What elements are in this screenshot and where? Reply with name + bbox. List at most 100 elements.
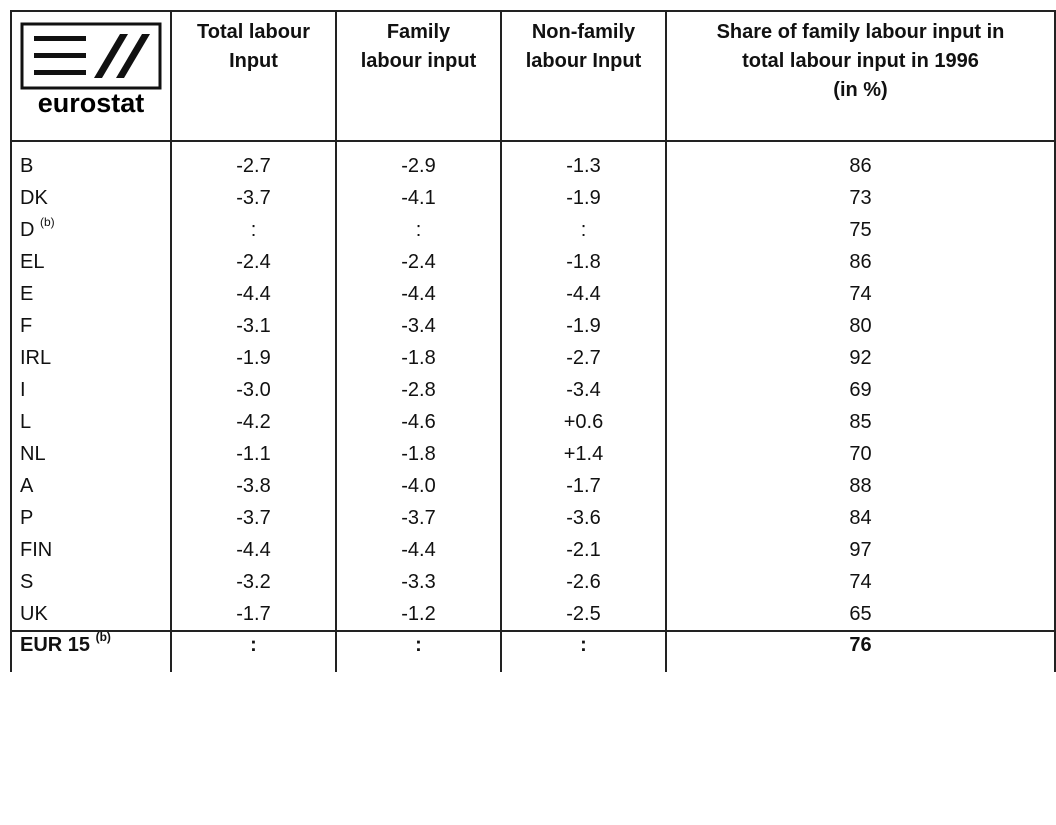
value-cell: -3.2 — [170, 566, 337, 598]
value-cell: -1.3 — [500, 141, 667, 182]
logo-bar — [34, 35, 86, 41]
value-cell: -4.4 — [170, 534, 337, 566]
value-cell: -1.8 — [335, 342, 502, 374]
value-cell: -3.8 — [170, 470, 337, 502]
table-row: L -4.2 -4.6 +0.6 85 — [10, 406, 1056, 438]
table-row: B -2.7 -2.9 -1.3 86 — [10, 141, 1056, 182]
value-cell: 92 — [665, 342, 1056, 374]
value-cell: 85 — [665, 406, 1056, 438]
value-cell: -2.8 — [335, 374, 502, 406]
column-header: Share of family labour input in total lab… — [665, 10, 1056, 142]
country-cell: D (b) — [10, 214, 172, 246]
value-cell: -2.4 — [335, 246, 502, 278]
value-cell: : — [170, 630, 337, 672]
value-cell: -2.1 — [500, 534, 667, 566]
value-cell: -3.7 — [170, 502, 337, 534]
value-cell: -3.4 — [500, 374, 667, 406]
header-line: labour Input — [525, 50, 642, 72]
country-cell: EUR 15 (b) — [10, 630, 172, 672]
country-cell: EL — [10, 246, 172, 278]
table-row: D (b):::75 — [10, 214, 1056, 246]
value-cell: : — [500, 214, 667, 246]
country-cell: F — [10, 310, 172, 342]
value-cell: 70 — [665, 438, 1056, 470]
country-label: EUR 15 — [20, 634, 91, 656]
value-cell: 97 — [665, 534, 1056, 566]
value-cell: -2.7 — [500, 342, 667, 374]
table-row: P -3.7 -3.7 -3.6 84 — [10, 502, 1056, 534]
value-cell: -1.7 — [500, 470, 667, 502]
logo-stroke — [116, 33, 150, 78]
country-cell: B — [10, 141, 172, 182]
column-header: Family labour input — [335, 10, 502, 142]
country-cell: I — [10, 374, 172, 406]
country-cell: E — [10, 278, 172, 310]
country-cell: IRL — [10, 342, 172, 374]
value-cell: -4.6 — [335, 406, 502, 438]
country-label: D — [20, 218, 35, 241]
value-cell: -2.9 — [335, 141, 502, 182]
country-cell: DK — [10, 182, 172, 214]
country-cell: P — [10, 502, 172, 534]
table-body: B -2.7 -2.9 -1.3 86 DK -3.7 -4.1 -1.9 73 D (b):::7… — [10, 141, 1056, 672]
value-cell: 65 — [665, 598, 1056, 631]
value-cell: -4.0 — [335, 470, 502, 502]
table-row: DK -3.7 -4.1 -1.9 73 — [10, 182, 1056, 214]
header-line: Input — [229, 50, 278, 72]
column-header: Total labour Input — [170, 10, 337, 142]
table-row: A -3.8 -4.0 -1.7 88 — [10, 470, 1056, 502]
table-row: S -3.2 -3.3 -2.6 74 — [10, 566, 1056, 598]
value-cell: 76 — [665, 630, 1056, 672]
table-row: F -3.1 -3.4 -1.9 80 — [10, 310, 1056, 342]
country-cell: FIN — [10, 534, 172, 566]
value-cell: 75 — [665, 214, 1056, 246]
footnote-mark: (b) — [95, 630, 111, 644]
value-cell: -4.4 — [500, 278, 667, 310]
value-cell: +0.6 — [500, 406, 667, 438]
country-cell: UK — [10, 598, 172, 631]
value-cell: -3.0 — [170, 374, 337, 406]
value-cell: +1.4 — [500, 438, 667, 470]
value-cell: -2.6 — [500, 566, 667, 598]
value-cell: -1.9 — [500, 182, 667, 214]
logo: eurostat — [20, 22, 162, 118]
header-line: (in %) — [833, 79, 888, 101]
value-cell: -1.2 — [335, 598, 502, 631]
value-cell: -3.7 — [170, 182, 337, 214]
logo-bar — [34, 52, 86, 58]
value-cell: -2.5 — [500, 598, 667, 631]
value-cell: 74 — [665, 278, 1056, 310]
value-cell: : — [500, 630, 667, 672]
value-cell: : — [335, 630, 502, 672]
value-cell: -1.8 — [335, 438, 502, 470]
header-line: Non-family — [531, 21, 636, 43]
country-cell: A — [10, 470, 172, 502]
value-cell: : — [335, 214, 502, 246]
table-row: UK -1.7 -1.2 -2.5 65 — [10, 598, 1056, 631]
value-cell: -1.8 — [500, 246, 667, 278]
value-cell: -3.1 — [170, 310, 337, 342]
table-row: FIN -4.4 -4.4 -2.1 97 — [10, 534, 1056, 566]
header-line: Total labour — [197, 21, 310, 43]
value-cell: -3.4 — [335, 310, 502, 342]
data-table: eurostat Total labour Input Family labour i… — [10, 10, 1056, 672]
value-cell: -4.1 — [335, 182, 502, 214]
logo-text: eurostat — [38, 88, 145, 118]
value-cell: 84 — [665, 502, 1056, 534]
header-line: Family — [386, 21, 451, 43]
value-cell: -3.6 — [500, 502, 667, 534]
country-cell: NL — [10, 438, 172, 470]
value-cell: -1.7 — [170, 598, 337, 631]
value-cell: -1.1 — [170, 438, 337, 470]
header-line: total labour input in 1996 — [742, 50, 979, 72]
value-cell: 88 — [665, 470, 1056, 502]
header-line: Share of family labour input in — [716, 21, 1005, 43]
value-cell: -4.4 — [335, 278, 502, 310]
footnote-mark: (b) — [40, 214, 55, 229]
value-cell: 69 — [665, 374, 1056, 406]
table-row: IRL -1.9 -1.8 -2.7 92 — [10, 342, 1056, 374]
value-cell: 86 — [665, 246, 1056, 278]
table-row: EL -2.4 -2.4 -1.8 86 — [10, 246, 1056, 278]
value-cell: -1.9 — [500, 310, 667, 342]
